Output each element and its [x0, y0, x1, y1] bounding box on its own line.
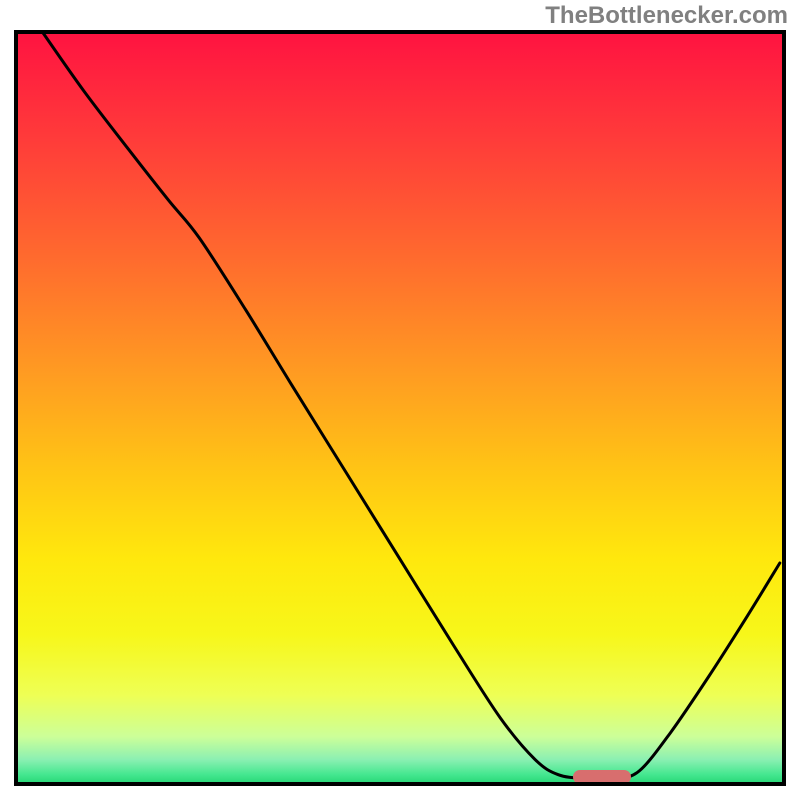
- plot-area: [14, 30, 786, 786]
- optimal-marker: [573, 770, 631, 784]
- watermark-text: TheBottlenecker.com: [545, 2, 788, 30]
- chart-stage: TheBottlenecker.com: [0, 0, 800, 800]
- gradient-background: [14, 30, 786, 786]
